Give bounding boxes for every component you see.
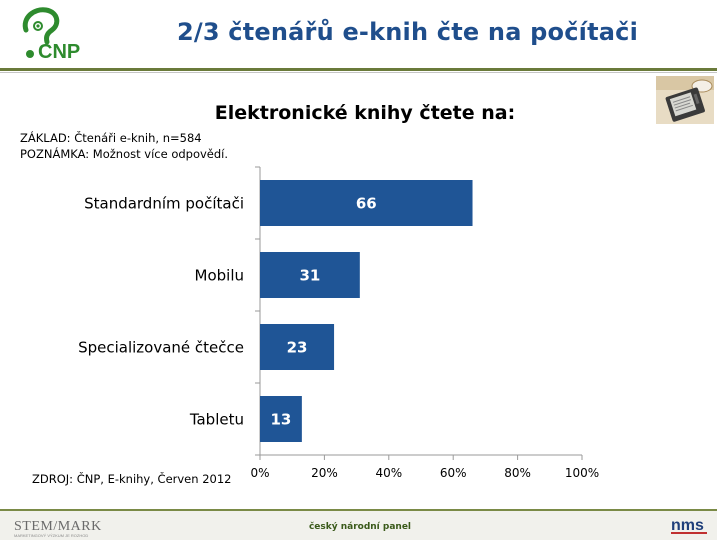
category-label: Standardním počítači bbox=[84, 195, 244, 213]
footer-panel-name: český národní panel bbox=[308, 522, 412, 532]
category-label: Mobilu bbox=[195, 267, 244, 285]
stemmark-logo-text: STEM/MARK bbox=[14, 519, 102, 534]
bar bbox=[260, 180, 473, 226]
bar-value-label: 66 bbox=[356, 195, 377, 213]
nms-logo: nms bbox=[671, 517, 707, 534]
header: CNP 2/3 čtenářů e-knih čte na počítači bbox=[0, 0, 717, 68]
footer bbox=[0, 509, 717, 540]
category-label: Specializované čtečce bbox=[78, 339, 244, 357]
base-note: ZÁKLAD: Čtenáři e-knih, n=584 bbox=[20, 131, 202, 145]
x-tick-label: 20% bbox=[311, 466, 338, 480]
bar bbox=[260, 396, 302, 442]
x-tick-label: 100% bbox=[565, 466, 599, 480]
stemmark-logo: STEM/MARK MARKETINGOVÝ VÝZKUM JE ROZHOD bbox=[14, 519, 102, 538]
nms-logo-text: nms bbox=[671, 517, 704, 534]
remark-note: POZNÁMKA: Možnost více odpovědí. bbox=[20, 147, 229, 161]
header-divider bbox=[0, 68, 717, 71]
bar bbox=[260, 324, 335, 370]
cnp-logo: CNP bbox=[22, 7, 80, 63]
bar bbox=[260, 252, 360, 298]
header-divider-thin bbox=[0, 72, 717, 73]
cnp-logo-text: CNP bbox=[38, 41, 80, 63]
stemmark-logo-subtext: MARKETINGOVÝ VÝZKUM JE ROZHOD bbox=[14, 533, 88, 538]
x-tick-label: 80% bbox=[504, 466, 531, 480]
x-tick-label: 0% bbox=[250, 466, 269, 480]
ebook-reader-image bbox=[656, 76, 714, 124]
category-label: Tabletu bbox=[189, 411, 244, 429]
bar-value-label: 13 bbox=[270, 411, 291, 429]
bar-value-label: 31 bbox=[299, 267, 320, 285]
bar-value-label: 23 bbox=[287, 339, 308, 357]
page-title: 2/3 čtenářů e-knih čte na počítači bbox=[176, 18, 639, 46]
x-tick-label: 60% bbox=[440, 466, 467, 480]
source-note: ZDROJ: ČNP, E-knihy, Červen 2012 bbox=[32, 472, 232, 486]
x-tick-label: 40% bbox=[375, 466, 402, 480]
footer-divider bbox=[0, 509, 717, 511]
chart-title: Elektronické knihy čtete na: bbox=[214, 102, 516, 124]
bar-chart: 66 Standardním počítači 31 Mobilu 23 Speciali… bbox=[78, 166, 599, 480]
